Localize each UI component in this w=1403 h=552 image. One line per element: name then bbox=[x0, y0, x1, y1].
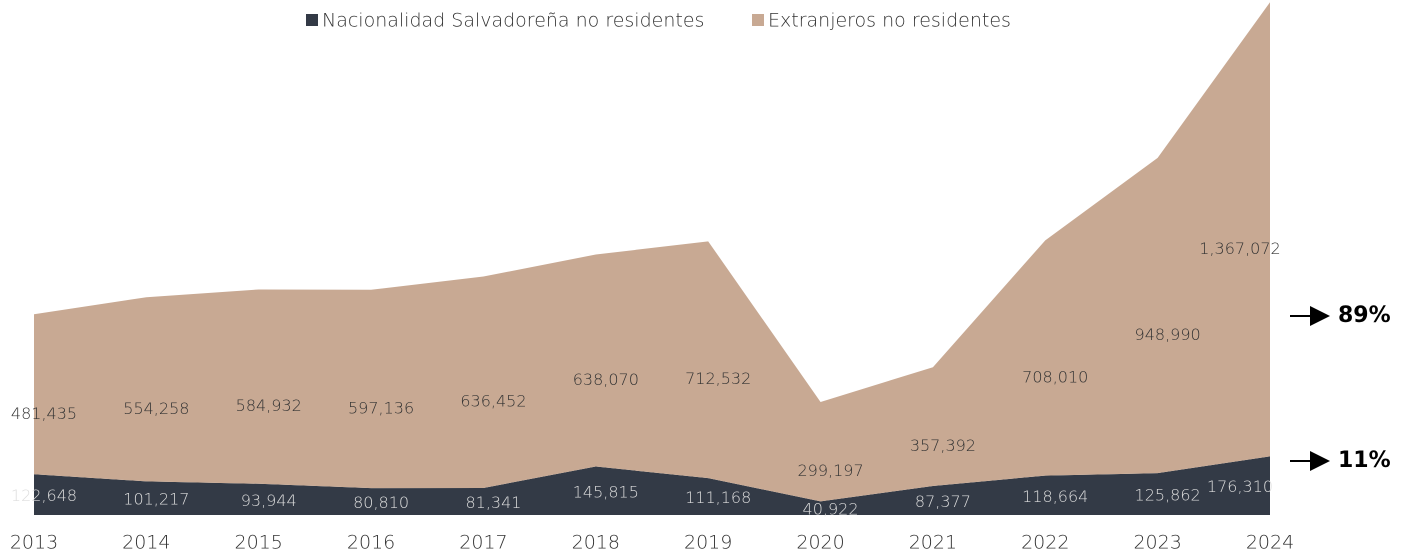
annotation: 11% bbox=[1338, 448, 1391, 473]
legend-label: Extranjeros no residentes bbox=[768, 10, 1011, 32]
data-label: 636,452 bbox=[460, 392, 526, 411]
x-tick-label: 2019 bbox=[684, 532, 732, 552]
area bbox=[34, 456, 1270, 515]
data-label: 584,932 bbox=[236, 396, 302, 415]
legend-swatch bbox=[752, 14, 764, 26]
data-label: 145,815 bbox=[573, 482, 639, 501]
x-tick-label: 2018 bbox=[572, 532, 620, 552]
data-label: 87,377 bbox=[915, 492, 971, 511]
x-tick-label: 2014 bbox=[122, 532, 170, 552]
data-label: 708,010 bbox=[1022, 367, 1088, 386]
legend-label: Nacionalidad Salvadoreña no residentes bbox=[322, 10, 704, 32]
data-label: 948,990 bbox=[1135, 325, 1201, 344]
data-label: 93,944 bbox=[241, 491, 297, 510]
annotation: 89% bbox=[1338, 303, 1391, 328]
data-label: 80,810 bbox=[353, 493, 409, 512]
data-label: 357,392 bbox=[910, 436, 976, 455]
data-label: 81,341 bbox=[465, 493, 521, 512]
data-label: 554,258 bbox=[123, 399, 189, 418]
area bbox=[34, 2, 1270, 502]
data-label: 712,532 bbox=[685, 369, 751, 388]
data-label: 40,922 bbox=[803, 500, 859, 519]
x-tick-label: 2016 bbox=[347, 532, 395, 552]
x-tick-label: 2017 bbox=[459, 532, 507, 552]
data-label: 481,435 bbox=[11, 404, 77, 423]
data-label: 111,168 bbox=[685, 488, 751, 507]
data-label: 638,070 bbox=[573, 370, 639, 389]
x-tick-label: 2013 bbox=[10, 532, 58, 552]
x-tick-label: 2024 bbox=[1246, 532, 1294, 552]
data-label: 122,648 bbox=[11, 486, 77, 505]
data-label: 299,197 bbox=[797, 461, 863, 480]
data-label: 597,136 bbox=[348, 398, 414, 417]
x-tick-label: 2022 bbox=[1021, 532, 1069, 552]
x-tick-label: 2020 bbox=[796, 532, 844, 552]
data-label: 1,367,072 bbox=[1199, 239, 1280, 258]
data-label: 176,310 bbox=[1207, 477, 1273, 496]
data-label: 118,664 bbox=[1022, 487, 1088, 506]
data-label: 101,217 bbox=[123, 490, 189, 509]
x-tick-label: 2023 bbox=[1133, 532, 1181, 552]
legend-swatch bbox=[306, 14, 318, 26]
x-tick-label: 2015 bbox=[235, 532, 283, 552]
data-label: 125,862 bbox=[1135, 486, 1201, 505]
x-tick-label: 2021 bbox=[909, 532, 957, 552]
